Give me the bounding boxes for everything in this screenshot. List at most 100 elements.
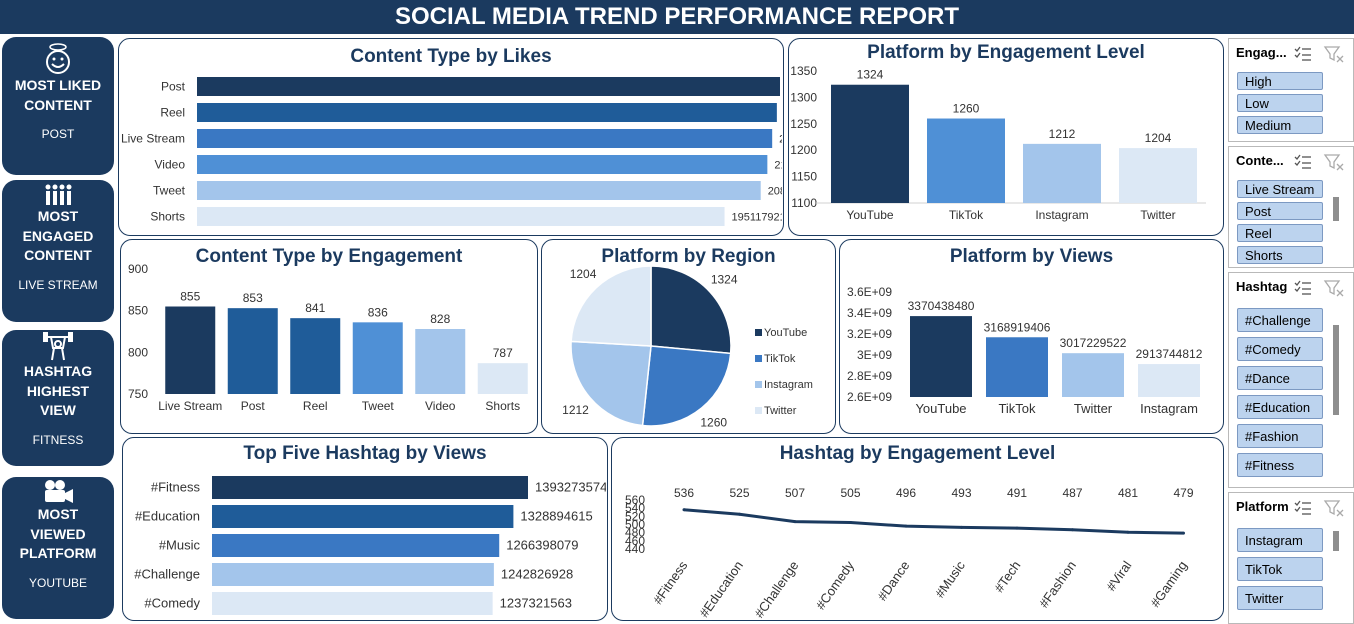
data-label: 855 [180,290,200,304]
kpi-hashtag-highest-view: HASHTAG HIGHEST VIEW FITNESS [2,330,114,466]
panel-top-five-hashtag-by-views: Top Five Hashtag by Views #Fitness 139327… [122,437,608,621]
slicer-content-type: Conte... Live Stream Post Reel Shorts [1228,146,1354,268]
data-label: 1242826928 [501,567,573,582]
category-label: Instagram [1140,401,1198,416]
category-label: #Comedy [144,596,200,611]
bar [1023,143,1101,203]
slicer-item[interactable]: Post [1237,202,1323,220]
slicer-item[interactable]: #Comedy [1237,337,1323,361]
category-label: Video [155,158,186,172]
y-tick-label: 900 [128,262,148,276]
data-point [960,525,963,529]
y-tick-label: 3.4E+09 [847,306,892,320]
data-label: 481 [1118,486,1138,500]
category-label: #Music [159,538,201,553]
multi-select-icon[interactable] [1294,46,1311,61]
clear-filter-icon[interactable] [1323,500,1344,517]
data-label: 1237321563 [500,596,572,611]
clear-filter-icon[interactable] [1323,154,1344,171]
slicer-item[interactable]: Shorts [1237,246,1323,264]
kpi-title: MOST ENGAGED CONTENT [22,208,94,263]
pie-slice [570,340,652,427]
data-point [849,520,852,524]
kpi-value: YOUTUBE [28,575,87,590]
data-label: 1212 [1049,127,1076,141]
clear-filter-icon[interactable] [1323,46,1344,63]
slicer-item[interactable]: Instagram [1237,528,1323,552]
category-label: YouTube [915,401,966,416]
chart-platform-by-region: 1324 1260 1212 1204 YouTube TikTok Instagram Tw… [562,265,813,430]
data-label: 787 [493,346,513,360]
slicer-item[interactable]: #Fitness [1237,453,1323,477]
data-label: 853 [243,291,263,305]
legend-swatch [755,329,762,336]
data-label: 195117921 [732,212,782,224]
category-label: YouTube [846,208,893,222]
bar [415,329,466,394]
slicer-scrollbar[interactable] [1333,197,1339,221]
kpi-most-liked-content: MOST LIKED CONTENT POST [2,37,114,175]
bar [1138,364,1200,397]
category-label: #Fitness [151,480,201,495]
slicer-item[interactable]: High [1237,72,1323,90]
bar [212,476,528,499]
kpi-value: LIVE STREAM [18,277,98,292]
chart-title: Top Five Hashtag by Views [243,443,487,464]
data-point [682,508,686,512]
slicer-scrollbar[interactable] [1333,531,1339,551]
kpi-most-engaged-content: MOST ENGAGED CONTENT LIVE STREAM [2,180,114,322]
category-label: Live Stream [121,132,185,146]
multi-select-icon[interactable] [1294,500,1311,515]
slicer-platform: Platform Instagram TikTok Twitter [1228,492,1354,624]
category-label: TikTok [949,208,984,222]
slicer-scrollbar[interactable] [1333,325,1339,415]
chart-title: Platform by Views [949,246,1114,267]
data-label: 1266398079 [506,538,578,553]
legend-label: Twitter [764,405,797,417]
slicer-item[interactable]: Reel [1237,224,1323,242]
data-point [1071,528,1074,532]
slicer-item[interactable]: #Dance [1237,366,1323,390]
data-point [1015,526,1019,530]
clear-filter-icon[interactable] [1323,280,1344,297]
y-tick-label: 560 [625,493,645,507]
y-tick-label: 1300 [790,90,817,104]
category-label: Shorts [485,399,520,413]
chart-title: Content Type by Likes [350,46,552,67]
multi-select-icon[interactable] [1294,154,1311,169]
smiley-icon [46,43,70,74]
data-label: 536 [674,486,694,500]
slicer-item[interactable]: Twitter [1237,586,1323,610]
bar [352,322,403,394]
panel-content-type-by-engagement: Content Type by Engagement 900 850 800 750 8… [120,239,538,434]
data-label: 1324 [857,68,884,82]
slicer-item[interactable]: #Education [1237,395,1323,419]
panel-platform-by-views: Platform by Views 3.6E+09 3.4E+09 3.2E+09 3… [839,239,1224,434]
bar [927,118,1005,203]
data-label: 1328894615 [520,509,592,524]
slicer-item[interactable]: TikTok [1237,557,1323,581]
slicer-header: Platform [1236,499,1289,514]
category-label: #Viral [1103,558,1134,594]
y-tick-label: 1150 [791,170,817,184]
data-label: 1324 [711,272,738,286]
bar [212,534,500,557]
category-label: Tweet [153,184,186,198]
data-label: 212733932 [779,134,782,146]
report-title: SOCIAL MEDIA TREND PERFORMANCE REPORT [0,0,1354,34]
data-label: 493 [951,486,971,500]
slicer-item[interactable]: Low [1237,94,1323,112]
category-label: #Education [696,558,746,619]
bar [910,316,972,397]
legend-swatch [755,407,762,414]
category-label: Twitter [1074,401,1113,416]
data-label: 2913744812 [1136,347,1203,361]
multi-select-icon[interactable] [1294,280,1311,295]
y-tick-label: 1100 [791,196,817,210]
data-point [1182,531,1185,535]
slicer-item[interactable]: Live Stream [1237,180,1323,198]
slicer-item[interactable]: #Fashion [1237,424,1323,448]
slicer-item[interactable]: #Challenge [1237,308,1323,332]
data-label: 1212 [562,403,589,417]
slicer-item[interactable]: Medium [1237,116,1323,134]
